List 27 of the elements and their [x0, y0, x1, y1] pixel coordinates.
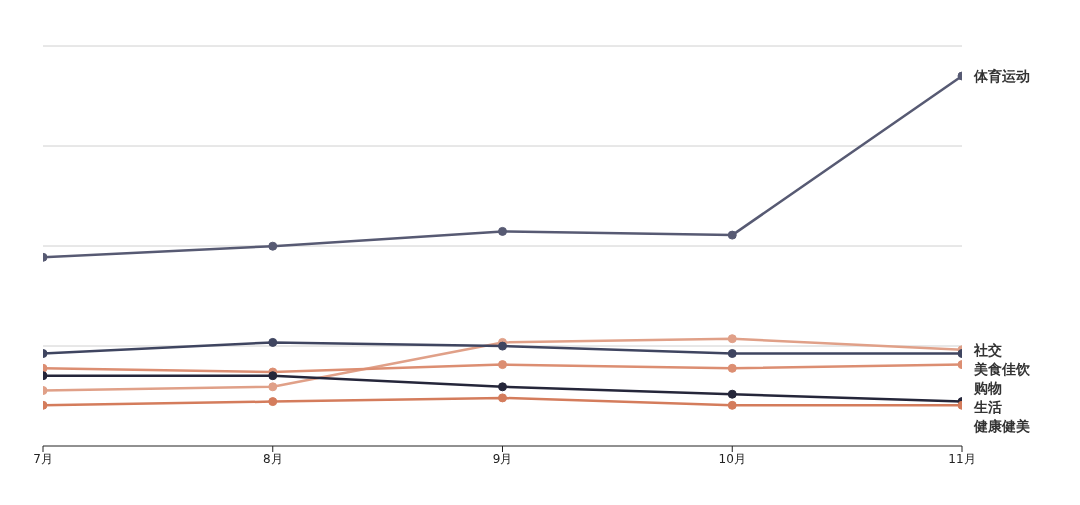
- series-label: 社交: [973, 341, 1002, 358]
- x-tick-label: 8月: [262, 451, 283, 466]
- x-tick-label: 10月: [718, 451, 746, 466]
- point: [498, 341, 507, 351]
- point: [727, 389, 737, 399]
- series-label: 生活: [973, 398, 1002, 415]
- point: [268, 397, 278, 407]
- point: [727, 363, 737, 373]
- point: [727, 349, 737, 358]
- x-tick-label: 7月: [33, 451, 53, 466]
- point: [727, 334, 737, 344]
- point: [268, 382, 278, 392]
- point: [498, 382, 507, 392]
- point: [498, 393, 507, 403]
- x-tick-label: 11月: [948, 451, 976, 466]
- point: [268, 371, 278, 381]
- series-label: 购物: [973, 379, 1002, 396]
- point: [727, 230, 737, 240]
- point: [727, 400, 737, 410]
- point: [268, 337, 278, 347]
- x-tick-label: 9月: [492, 451, 513, 466]
- point: [498, 360, 507, 370]
- point: [498, 226, 507, 236]
- point: [268, 241, 278, 251]
- series-label: 健康健美: [973, 417, 1030, 434]
- series-label: 美食佳饮: [973, 360, 1031, 377]
- series-label: 体育运动: [973, 68, 1030, 84]
